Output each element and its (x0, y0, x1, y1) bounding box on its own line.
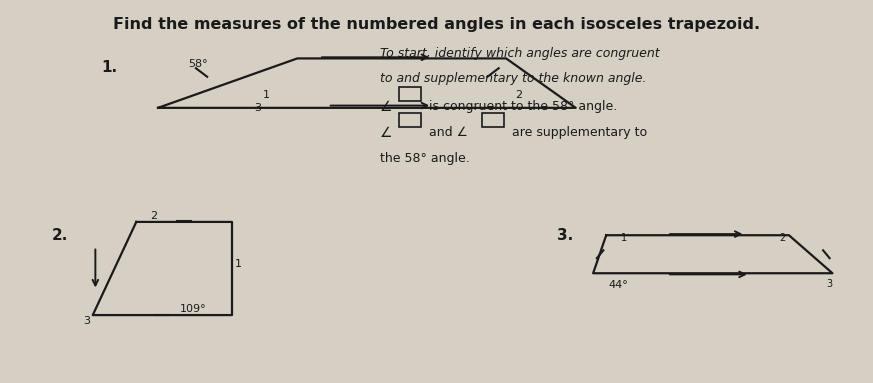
Text: 1: 1 (264, 90, 271, 100)
Text: to and supplementary to the known angle.: to and supplementary to the known angle. (380, 72, 646, 85)
Text: 1: 1 (235, 259, 242, 269)
Text: 2.: 2. (52, 228, 68, 243)
Text: 3: 3 (827, 278, 833, 288)
Text: ∠: ∠ (380, 100, 393, 114)
Text: 3: 3 (255, 103, 262, 113)
Text: 2: 2 (516, 90, 523, 100)
Text: 3.: 3. (557, 228, 573, 243)
Text: 2: 2 (150, 211, 157, 221)
Text: 1: 1 (621, 233, 627, 243)
Text: 58°: 58° (189, 59, 208, 69)
Text: and ∠: and ∠ (425, 126, 468, 139)
Text: To start, identify which angles are congruent: To start, identify which angles are cong… (380, 47, 660, 60)
Text: 2: 2 (780, 233, 786, 243)
Text: are supplementary to: are supplementary to (508, 126, 647, 139)
Text: the 58° angle.: the 58° angle. (380, 152, 470, 165)
Text: 1.: 1. (101, 60, 118, 75)
Text: 3: 3 (83, 316, 90, 326)
Text: is congruent to the 58° angle.: is congruent to the 58° angle. (425, 100, 617, 113)
Text: ∠: ∠ (380, 126, 393, 140)
Text: 44°: 44° (608, 280, 629, 290)
Text: 109°: 109° (180, 304, 206, 314)
Text: Find the measures of the numbered angles in each isosceles trapezoid.: Find the measures of the numbered angles… (113, 16, 760, 32)
